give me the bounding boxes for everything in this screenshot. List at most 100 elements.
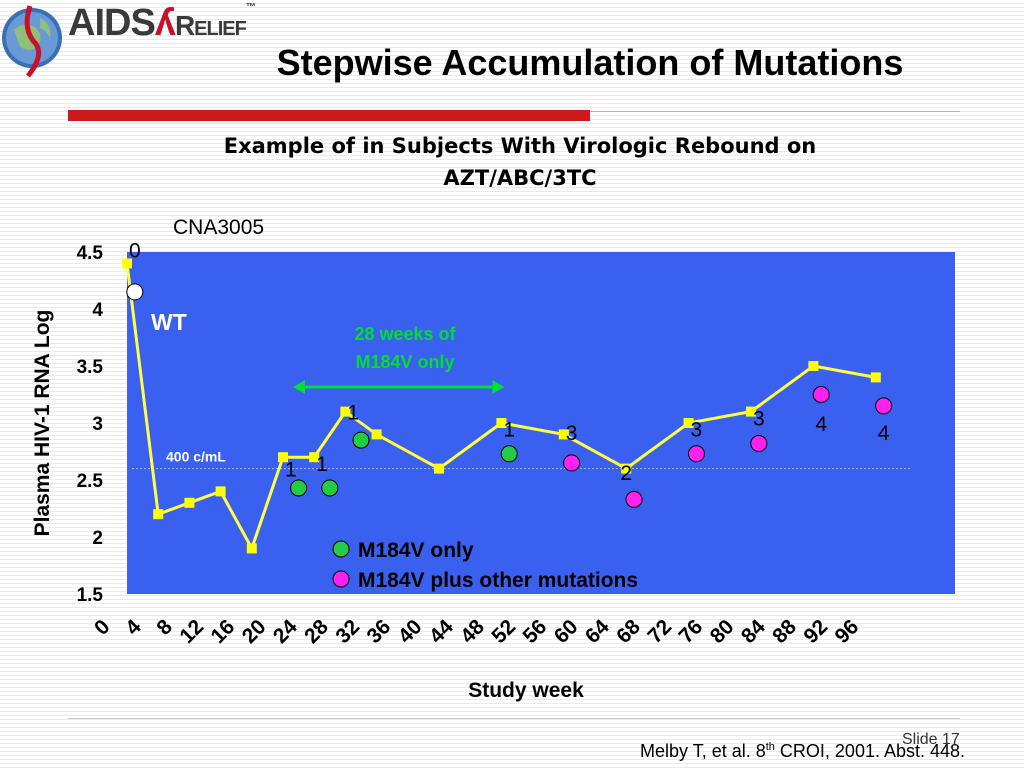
x-tick-label: 0 (90, 615, 115, 640)
chart-title-line2: AZT/ABC/3TC (443, 166, 597, 190)
threshold-label: 400 c/mL (166, 449, 226, 465)
y-axis-label: Plasma HIV-1 RNA Log (31, 310, 54, 537)
x-tick-label: 64 (581, 615, 614, 648)
x-tick-label: 76 (675, 615, 708, 648)
bracket-label-line1: 28 weeks of (354, 324, 456, 344)
data-point (371, 429, 382, 440)
data-point (746, 406, 756, 417)
data-point (683, 418, 694, 428)
mutation-count-label: 4 (815, 413, 827, 436)
genotype-marker-m184v_plus (812, 386, 830, 403)
study-id: CNA3005 (173, 216, 265, 239)
trademark-icon: ™ (245, 2, 256, 13)
chart-title: Example of in Subjects With Virologic Re… (130, 130, 910, 194)
wt-label: WT (151, 309, 187, 335)
brand-suffix: Relief (174, 10, 247, 41)
x-tick-label: 52 (487, 615, 520, 648)
x-tick-label: 92 (799, 615, 832, 648)
genotype-marker-m184v_plus (687, 445, 705, 463)
x-tick-label: 56 (519, 615, 552, 648)
data-point (340, 406, 351, 417)
x-tick-label: 24 (269, 615, 302, 648)
x-tick-label: 68 (612, 615, 645, 648)
plot-area (127, 252, 955, 594)
y-tick-label: 2 (92, 528, 103, 549)
mutation-count-label: 3 (753, 407, 765, 430)
genotype-marker-m184v_plus (875, 397, 893, 415)
legend-swatch-m184v_plus (332, 570, 350, 588)
genotype-marker-m184v_only (352, 431, 370, 449)
data-point (870, 372, 881, 383)
legend-label: M184V plus other mutations (358, 569, 638, 592)
x-tick-label: 84 (737, 615, 770, 648)
slide-title: Stepwise Accumulation of Mutations (276, 42, 904, 83)
footer-divider (68, 718, 960, 719)
bracket-arrow-right-head (492, 380, 505, 394)
mutation-count-label: 2 (620, 462, 632, 485)
x-tick-label: 80 (706, 615, 739, 648)
data-point (434, 463, 444, 474)
x-axis-label: Study week (468, 679, 584, 702)
x-tick-label: 8 (152, 615, 177, 640)
citation-sup: th (765, 741, 775, 753)
data-point (153, 509, 164, 520)
bracket-arrow-left-head (293, 380, 305, 394)
title-rule-line (590, 111, 960, 112)
genotype-marker-wt (126, 283, 144, 301)
data-point (558, 429, 569, 440)
x-tick-label: 32 (331, 615, 364, 648)
data-point (215, 486, 226, 497)
data-point (309, 452, 320, 463)
legend-swatch-m184v_only (332, 540, 350, 558)
aidsrelief-globe-logo (2, 5, 62, 78)
genotype-marker-m184v_only (500, 445, 518, 463)
mutation-count-label: 4 (878, 422, 890, 445)
y-tick-label: 4.5 (77, 243, 104, 264)
x-tick-label: 36 (363, 615, 396, 648)
bracket-label-line2: M184V only (355, 352, 454, 372)
x-tick-label: 4 (121, 615, 146, 640)
mutation-count-label: 0 (129, 240, 141, 263)
data-point (621, 463, 632, 474)
x-tick-label: 40 (394, 615, 427, 648)
legend-label: M184V only (358, 539, 474, 562)
chart-title-line1: Example of in Subjects With Virologic Re… (223, 134, 817, 158)
data-point (122, 258, 132, 269)
genotype-marker-m184v_plus (750, 435, 768, 453)
x-tick-label: 16 (207, 615, 240, 648)
x-tick-label: 60 (550, 615, 583, 648)
x-tick-label: 48 (456, 615, 489, 648)
mutation-count-label: 1 (316, 453, 328, 476)
mutation-count-label: 1 (503, 419, 515, 442)
mutation-count-label: 3 (566, 422, 578, 445)
brand-prefix: AIDS (68, 2, 156, 44)
x-tick-label: 12 (175, 615, 208, 648)
x-tick-label: 96 (831, 615, 864, 648)
y-tick-label: 1.5 (77, 585, 104, 606)
mutation-count-label: 1 (347, 402, 359, 425)
citation-pre: Melby T, et al. 8 (640, 741, 766, 761)
y-tick-label: 2.5 (77, 471, 104, 492)
citation-post: CROI, 2001. Abst. 448. (774, 741, 966, 761)
y-tick-label: 3.5 (77, 357, 104, 378)
x-tick-label: 44 (425, 615, 458, 648)
data-point (246, 543, 257, 554)
mutation-count-label: 3 (691, 419, 703, 442)
x-tick-label: 28 (300, 615, 333, 648)
red-ribbon-icon: ʎ (154, 2, 176, 44)
genotype-marker-m184v_plus (563, 454, 581, 472)
y-tick-label: 3 (92, 414, 103, 435)
x-tick-label: 88 (768, 615, 801, 648)
citation: Melby T, et al. 8th CROI, 2001. Abst. 44… (640, 741, 965, 762)
genotype-marker-m184v_plus (625, 490, 643, 508)
mutation-count-label: 1 (285, 459, 297, 482)
title-rule-red (68, 110, 590, 121)
data-point (278, 452, 288, 463)
genotype-marker-m184v_only (290, 479, 308, 497)
y-tick-label: 4 (92, 300, 103, 321)
slide-number: Slide 17 (902, 731, 960, 748)
x-tick-label: 20 (238, 615, 271, 648)
genotype-marker-m184v_only (321, 479, 339, 497)
data-point (184, 497, 195, 508)
